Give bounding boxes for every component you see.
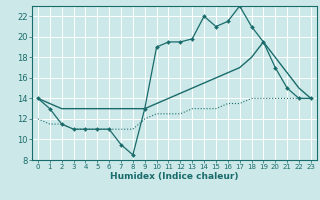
X-axis label: Humidex (Indice chaleur): Humidex (Indice chaleur) — [110, 172, 239, 181]
